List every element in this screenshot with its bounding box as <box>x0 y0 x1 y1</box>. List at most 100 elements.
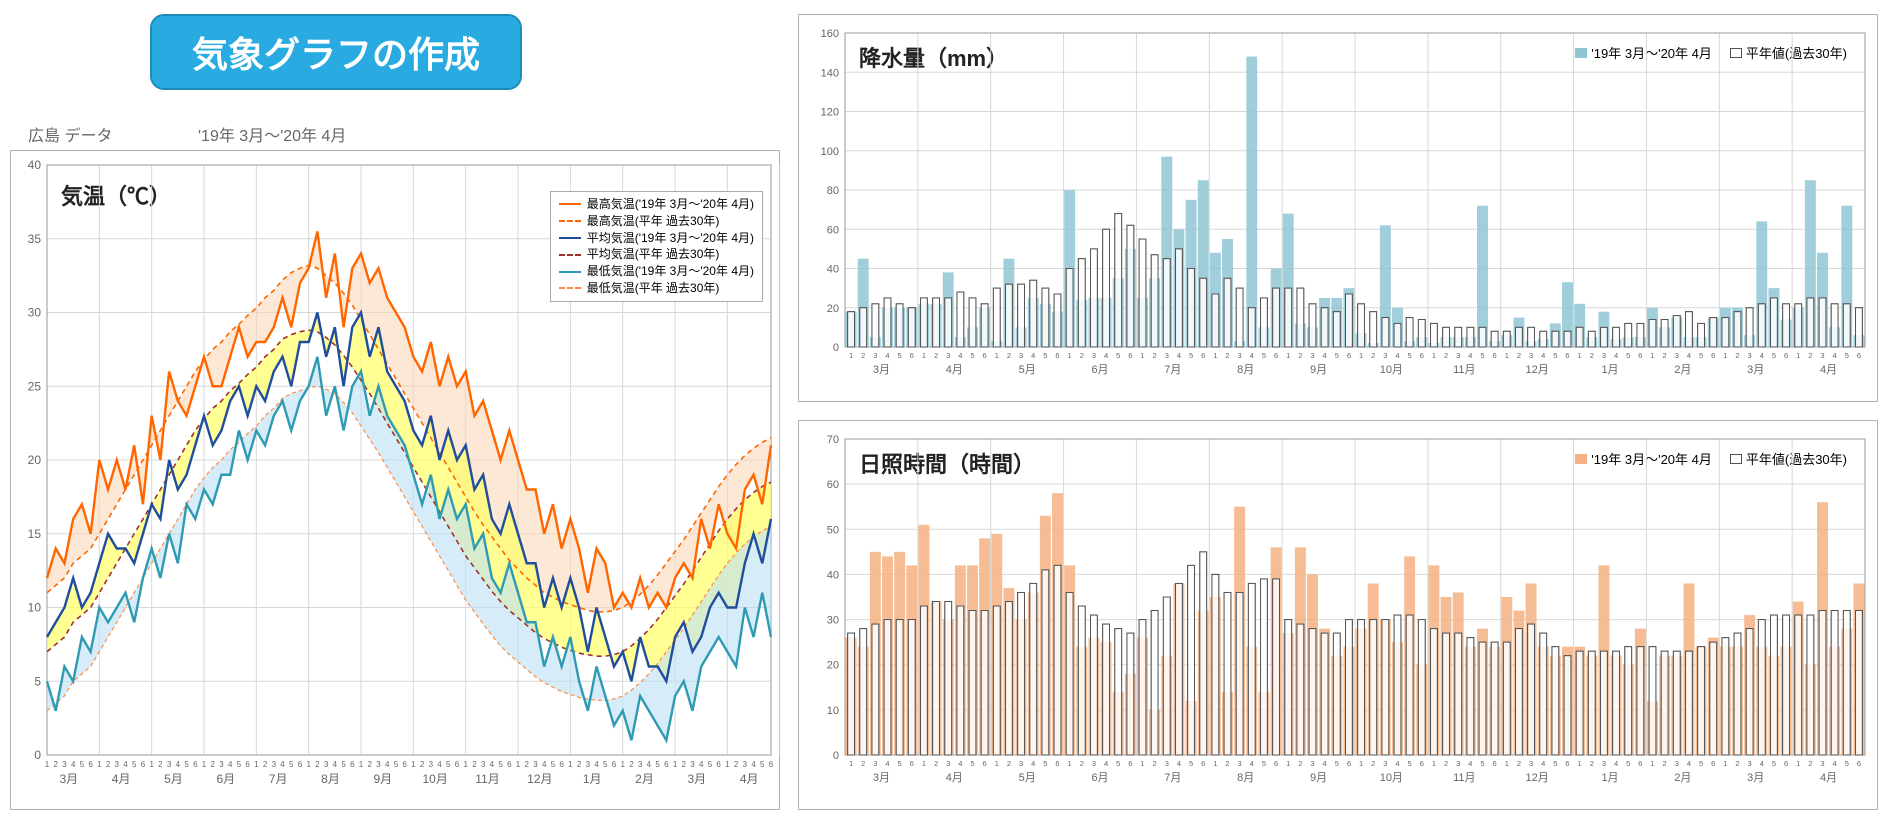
svg-text:4: 4 <box>647 760 652 769</box>
svg-text:10: 10 <box>28 601 42 615</box>
svg-text:5月: 5月 <box>1019 772 1036 784</box>
svg-text:3: 3 <box>1820 351 1824 360</box>
svg-text:4: 4 <box>176 760 181 769</box>
svg-text:5: 5 <box>1408 759 1412 768</box>
legend-label: 最低気温('19年 3月～'20年 4月) <box>587 263 754 280</box>
svg-text:4: 4 <box>885 351 889 360</box>
svg-text:5: 5 <box>446 760 451 769</box>
svg-text:5: 5 <box>1626 351 1630 360</box>
legend-row: 最低気温('19年 3月～'20年 4月) <box>559 263 754 280</box>
svg-text:3: 3 <box>481 760 486 769</box>
svg-text:20: 20 <box>28 453 42 467</box>
svg-text:4: 4 <box>594 760 599 769</box>
svg-text:12月: 12月 <box>527 772 552 786</box>
svg-text:2: 2 <box>1444 759 1448 768</box>
svg-text:1: 1 <box>1068 351 1072 360</box>
svg-text:40: 40 <box>28 158 42 172</box>
svg-text:5: 5 <box>970 759 974 768</box>
svg-text:1: 1 <box>1578 759 1582 768</box>
svg-text:3: 3 <box>873 759 877 768</box>
svg-text:4: 4 <box>490 760 495 769</box>
svg-text:2: 2 <box>934 351 938 360</box>
svg-text:7月: 7月 <box>269 772 288 786</box>
svg-text:1: 1 <box>922 759 926 768</box>
svg-text:4月: 4月 <box>946 364 963 376</box>
svg-text:2: 2 <box>1590 351 1594 360</box>
svg-text:6: 6 <box>1274 351 1278 360</box>
svg-text:60: 60 <box>827 224 839 236</box>
svg-text:50: 50 <box>827 524 839 536</box>
svg-text:3: 3 <box>1092 351 1096 360</box>
svg-text:3: 3 <box>115 760 120 769</box>
svg-text:4: 4 <box>1760 351 1764 360</box>
svg-text:3: 3 <box>1748 759 1752 768</box>
svg-text:2: 2 <box>577 760 582 769</box>
svg-text:5: 5 <box>394 760 399 769</box>
svg-text:5: 5 <box>1480 351 1484 360</box>
svg-text:3月: 3月 <box>688 772 707 786</box>
svg-text:5: 5 <box>1335 351 1339 360</box>
svg-text:4: 4 <box>751 760 756 769</box>
svg-text:4: 4 <box>1468 351 1472 360</box>
svg-text:2: 2 <box>53 760 58 769</box>
svg-text:9月: 9月 <box>373 772 392 786</box>
svg-text:6: 6 <box>769 760 774 769</box>
precipitation-panel: 降水量（mm） '19年 3月～'20年 4月平年値(過去30年) 020406… <box>798 14 1878 402</box>
svg-text:2: 2 <box>315 760 320 769</box>
svg-text:4月: 4月 <box>946 772 963 784</box>
svg-text:4: 4 <box>958 351 962 360</box>
legend-swatch <box>559 220 581 222</box>
svg-text:3: 3 <box>1456 351 1460 360</box>
svg-text:6: 6 <box>1493 351 1497 360</box>
svg-text:3: 3 <box>1602 759 1606 768</box>
svg-text:4月: 4月 <box>740 772 759 786</box>
svg-text:6: 6 <box>1055 351 1059 360</box>
svg-text:2: 2 <box>1517 759 1521 768</box>
svg-text:2: 2 <box>1517 351 1521 360</box>
svg-text:4: 4 <box>699 760 704 769</box>
svg-text:3: 3 <box>219 760 224 769</box>
svg-text:3: 3 <box>272 760 277 769</box>
svg-text:3: 3 <box>376 760 381 769</box>
svg-text:5: 5 <box>655 760 660 769</box>
svg-text:1: 1 <box>922 351 926 360</box>
svg-text:5: 5 <box>1480 759 1484 768</box>
svg-text:4: 4 <box>958 759 962 768</box>
svg-text:6: 6 <box>1201 351 1205 360</box>
svg-text:3: 3 <box>946 351 950 360</box>
svg-text:1: 1 <box>1286 759 1290 768</box>
svg-text:6: 6 <box>664 760 669 769</box>
svg-text:1: 1 <box>1723 759 1727 768</box>
svg-text:1: 1 <box>849 351 853 360</box>
svg-text:5月: 5月 <box>164 772 183 786</box>
legend-row: 平均気温(平年 過去30年) <box>559 246 754 263</box>
svg-text:5: 5 <box>1189 759 1193 768</box>
legend-label: 最高気温('19年 3月～'20年 4月) <box>587 196 754 213</box>
sunshine-chart: 0102030405060701234563月1234564月1234565月1… <box>799 421 1879 811</box>
svg-text:3: 3 <box>1529 759 1533 768</box>
svg-text:1: 1 <box>516 760 521 769</box>
temperature-panel: 気温（℃） 05101520253035401234563月1234564月12… <box>10 150 780 810</box>
svg-text:5: 5 <box>34 674 41 688</box>
svg-text:2: 2 <box>1663 351 1667 360</box>
legend-swatch <box>559 237 581 239</box>
svg-text:3月: 3月 <box>1747 364 1764 376</box>
svg-text:5: 5 <box>1189 351 1193 360</box>
svg-text:4: 4 <box>228 760 233 769</box>
svg-text:5: 5 <box>1699 759 1703 768</box>
svg-text:4: 4 <box>1031 351 1035 360</box>
svg-text:3: 3 <box>1238 759 1242 768</box>
svg-text:10: 10 <box>827 705 839 717</box>
svg-text:70: 70 <box>827 434 839 446</box>
svg-text:2: 2 <box>629 760 634 769</box>
title-badge: 気象グラフの作成 <box>150 14 522 90</box>
svg-text:4: 4 <box>1468 759 1472 768</box>
svg-text:1: 1 <box>306 760 311 769</box>
svg-text:3: 3 <box>429 760 434 769</box>
svg-text:2: 2 <box>682 760 687 769</box>
temperature-legend: 最高気温('19年 3月～'20年 4月)最高気温(平年 過去30年)平均気温(… <box>550 191 763 302</box>
svg-text:2月: 2月 <box>1674 364 1691 376</box>
svg-text:4: 4 <box>1250 351 1254 360</box>
svg-text:4: 4 <box>1541 351 1545 360</box>
svg-text:5: 5 <box>1553 351 1557 360</box>
